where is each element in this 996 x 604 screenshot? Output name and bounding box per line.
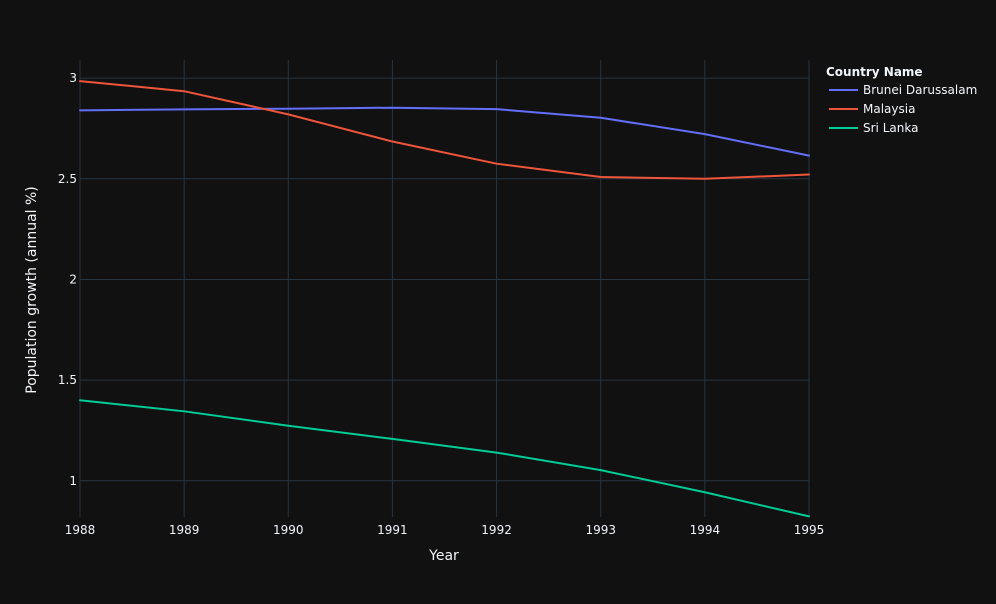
- series-line-brunei-darussalam: [79, 106, 810, 157]
- legend-label-sri-lanka: Sri Lanka: [863, 121, 918, 135]
- x-tick-label: 1988: [65, 523, 96, 537]
- legend: Country Name Brunei Darussalam Malaysia Sr…: [826, 65, 977, 135]
- y-tick-label: 2: [69, 272, 77, 286]
- x-tick-label: 1993: [585, 523, 616, 537]
- y-axis-title: Population growth (annual %): [24, 186, 40, 394]
- y-tick-label: 1: [69, 474, 77, 488]
- x-tick-label: 1992: [481, 523, 512, 537]
- y-tick-label: 3: [69, 71, 77, 85]
- x-tick-label: 1989: [169, 523, 200, 537]
- x-tick-label: 1994: [690, 523, 721, 537]
- x-axis-ticks: 1988 1989 1990 1991 1992 1993 1994 1995: [65, 523, 825, 537]
- y-axis-ticks: 1 1.5 2 2.5 3: [58, 71, 77, 488]
- legend-items: Brunei Darussalam Malaysia Sri Lanka: [829, 83, 977, 135]
- legend-title: Country Name: [826, 65, 923, 79]
- x-tick-label: 1991: [377, 523, 408, 537]
- x-tick-label: 1990: [273, 523, 304, 537]
- series-lines: [79, 80, 810, 518]
- y-tick-label: 1.5: [58, 373, 77, 387]
- legend-label-malaysia: Malaysia: [863, 102, 915, 116]
- series-line-sri-lanka: [79, 399, 810, 518]
- x-axis-title: Year: [428, 548, 459, 564]
- legend-label-brunei-darussalam: Brunei Darussalam: [863, 83, 977, 97]
- grid: [79, 60, 810, 517]
- series-line-malaysia: [79, 80, 810, 180]
- y-tick-label: 2.5: [58, 172, 77, 186]
- x-tick-label: 1995: [794, 523, 825, 537]
